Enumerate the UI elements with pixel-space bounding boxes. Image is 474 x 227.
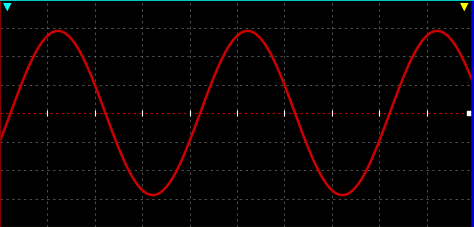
Text: ▼: ▼	[3, 1, 11, 11]
Text: ▼: ▼	[460, 1, 468, 11]
